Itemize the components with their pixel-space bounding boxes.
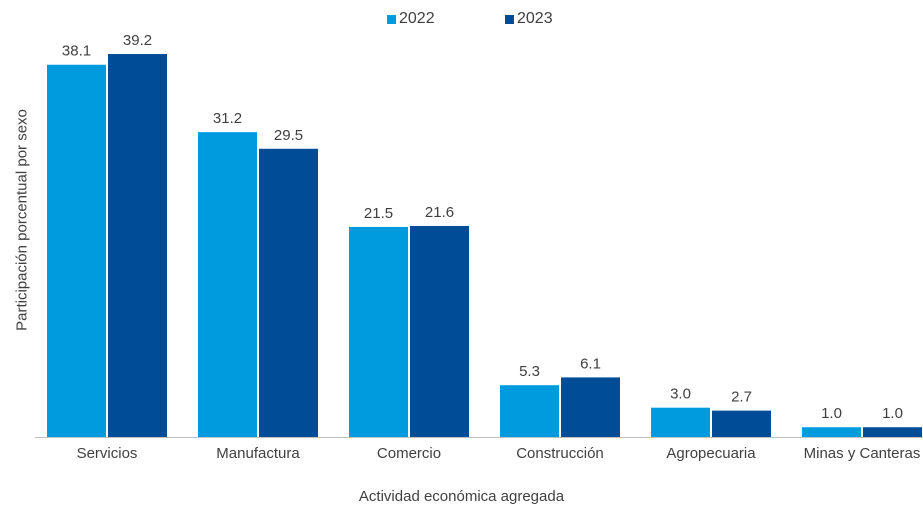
legend-item-2022: 2022 [387,10,435,28]
x-tick-label-3: Construcción [516,445,604,462]
x-axis-title: Actividad económica agregada [358,488,565,505]
y-axis-title: Participación porcentual por sexo [13,109,31,331]
bar-2023-manufactura [259,148,318,438]
legend-swatch-2022 [387,14,396,24]
data-label-2023-1: 29.5 [274,127,303,144]
bar-2022-servicios [47,64,106,438]
data-label-2023-2: 21.6 [425,204,454,221]
data-label-2023-4: 2.7 [731,389,752,406]
data-label-2023-3: 6.1 [580,355,601,372]
bar-2023-construcción [561,377,620,437]
legend: 2022 2023 [0,10,923,32]
data-label-2022-4: 3.0 [670,386,691,403]
bar-2022-agropecuaria [651,407,710,437]
bar-2023-agropecuaria [712,410,771,437]
data-label-2022-5: 1.0 [821,405,842,422]
x-tick-label-4: Agropecuaria [666,445,756,462]
legend-item-2023: 2023 [505,10,553,28]
legend-swatch-2023 [505,14,514,24]
data-label-2022-2: 21.5 [364,205,393,222]
data-label-2022-3: 5.3 [519,363,540,380]
data-label-2023-0: 39.2 [123,32,152,49]
bar-2022-manufactura [198,132,257,437]
bar-2022-minas-y-canteras [802,427,861,437]
data-label-2023-5: 1.0 [882,405,903,422]
x-tick-label-2: Comercio [377,445,441,462]
legend-label-2023: 2023 [517,10,553,27]
x-tick-label-1: Manufactura [216,445,300,462]
bar-2022-construcción [500,385,559,437]
data-label-2022-1: 31.2 [213,110,242,127]
bar-2022-comercio [349,226,408,437]
bar-2023-servicios [108,54,167,437]
legend-label-2022: 2022 [399,10,435,27]
bar-2023-comercio [410,225,469,437]
x-tick-label-5: Minas y Canteras [804,445,921,462]
x-tick-label-0: Servicios [77,445,138,462]
data-label-2022-0: 38.1 [62,43,91,60]
bar-2023-minas-y-canteras [863,427,922,437]
